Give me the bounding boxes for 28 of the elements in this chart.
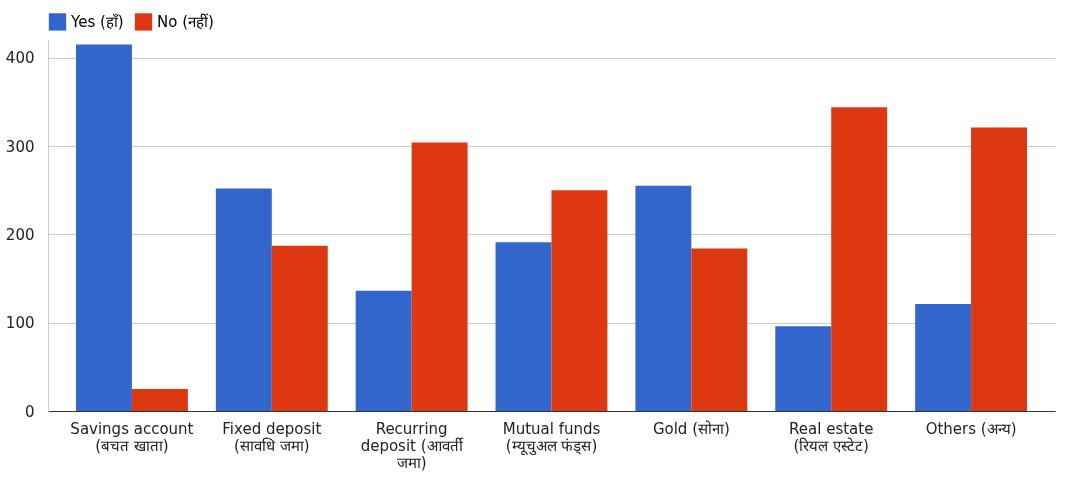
y-tick-label: 300 (5, 137, 35, 156)
bar (775, 326, 832, 411)
legend-label: No (नहीं) (157, 12, 214, 31)
bar (915, 304, 972, 411)
x-tick-label: Recurring deposit (आवर्ती जमा) (360, 419, 464, 472)
bar (831, 107, 888, 411)
x-tick-label: Real estate (रियल एस्टेट) (789, 419, 874, 455)
bar (495, 242, 552, 411)
x-tick-label: Others (अन्य) (925, 419, 1017, 438)
legend-label: Yes (हाँ) (70, 12, 124, 31)
bar (215, 188, 272, 411)
bar (971, 127, 1028, 411)
y-tick-label: 0 (24, 402, 35, 421)
y-tick-label: 200 (5, 225, 35, 244)
x-tick-label: Fixed deposit (सावधि जमा) (222, 419, 322, 455)
bar (355, 290, 412, 411)
y-tick-label: 100 (5, 314, 35, 333)
x-tick-label: Savings account (बचत खाता) (70, 419, 194, 455)
bar (271, 245, 328, 411)
bar (691, 248, 748, 411)
bar (75, 44, 132, 411)
bar (131, 388, 188, 411)
x-tick-label: Gold (सोना) (652, 419, 730, 438)
bar (635, 185, 692, 411)
bar (411, 142, 468, 411)
x-tick-label: Mutual funds (म्यूचुअल फंड्स) (502, 419, 601, 456)
bar (551, 190, 608, 411)
y-tick-label: 400 (5, 49, 35, 68)
